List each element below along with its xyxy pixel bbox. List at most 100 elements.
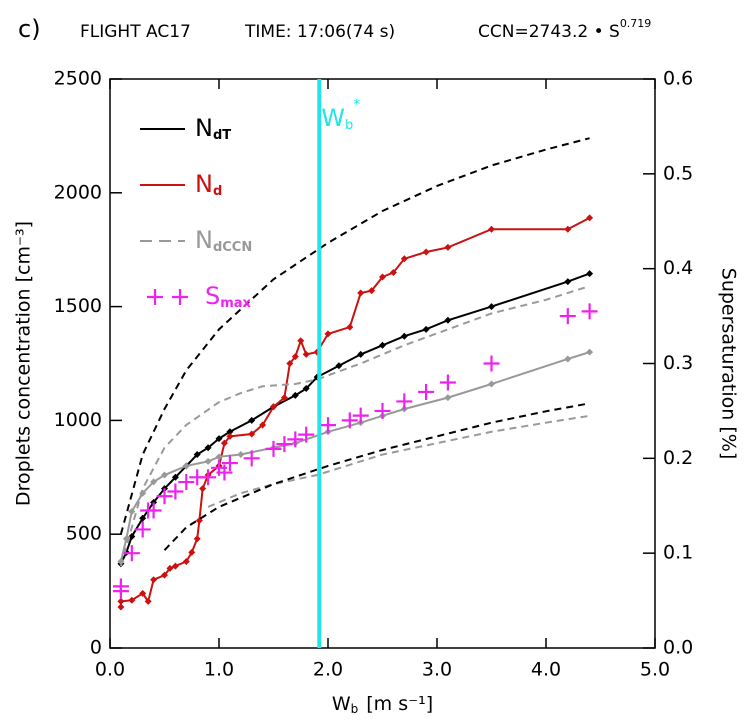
y2-tick-label: 0.3: [663, 352, 693, 374]
diamond-marker: [204, 444, 212, 452]
legend-label: NdT: [195, 114, 231, 143]
diamond-marker: [302, 350, 310, 358]
title-part: CCN=2743.2 • S: [478, 22, 620, 42]
plus-marker: [276, 436, 293, 453]
plus-marker: [439, 374, 456, 391]
diamond-marker: [139, 514, 147, 522]
y2-tick-label: 0.6: [663, 68, 693, 90]
diamond-marker: [139, 589, 147, 597]
series-line: [119, 137, 590, 535]
diamond-marker: [117, 558, 125, 566]
plus-marker: [265, 440, 282, 457]
plus-marker: [134, 521, 151, 538]
diamond-marker: [128, 507, 136, 515]
plus-marker: [298, 426, 315, 443]
diamond-marker: [193, 451, 201, 459]
diamond-marker: [220, 439, 228, 447]
diamond-marker: [182, 558, 190, 566]
legend-sub: dCCN: [213, 240, 252, 255]
title-part: TIME: 17:06(74 s): [244, 22, 395, 42]
diamond-marker: [150, 576, 158, 584]
diamond-marker: [150, 478, 158, 486]
diamond-marker: [171, 562, 179, 570]
x-tick-label: 0.0: [95, 659, 125, 681]
diamond-marker: [346, 323, 354, 331]
series-line: [119, 216, 591, 608]
diamond-marker: [444, 243, 452, 251]
x-label-main: W: [332, 693, 351, 715]
y2-axis-label: Supersaturation [%]: [718, 268, 740, 459]
diamond-marker: [128, 532, 136, 540]
y-tick-label: 2000: [54, 181, 102, 203]
diamond-marker: [400, 255, 408, 263]
legend-label: Smax: [205, 282, 252, 311]
panel-label: c): [18, 15, 41, 43]
diamond-marker: [586, 348, 594, 356]
x-axis-label: Wb [m s⁻¹]: [332, 693, 433, 716]
diamond-marker: [444, 394, 452, 402]
diamond-marker: [139, 489, 147, 497]
y-axis-label: Droplets concentration [cm⁻³]: [13, 221, 35, 506]
x-tick-label: 1.0: [204, 659, 234, 681]
y2-tick-label: 0.5: [663, 162, 693, 184]
y-tick-label: 0: [90, 637, 102, 659]
plus-marker: [216, 464, 233, 481]
diamond-marker: [297, 337, 305, 345]
diamond-marker: [128, 596, 136, 604]
diamond-marker: [259, 421, 267, 429]
plus-marker: [418, 383, 435, 400]
plus-marker: [178, 474, 195, 491]
plus-marker: [483, 355, 500, 372]
diamond-marker: [182, 462, 190, 470]
x-tick-label: 2.0: [313, 659, 343, 681]
diamond-marker: [199, 485, 207, 493]
diamond-marker: [422, 248, 430, 256]
plus-marker: [112, 583, 129, 600]
legend-sub: max: [220, 296, 251, 311]
diamond-marker: [122, 535, 130, 543]
x-tick-label: 4.0: [531, 659, 561, 681]
vline-sub: b: [345, 118, 353, 133]
plus-marker: [374, 402, 391, 419]
diamond-marker: [324, 330, 332, 338]
legend-swatch: [147, 289, 163, 305]
y-tick-label: 500: [66, 523, 102, 545]
diamond-marker: [117, 603, 125, 611]
plus-marker: [243, 450, 260, 467]
x-label-units: [m s⁻¹]: [366, 693, 433, 715]
diamond-marker: [379, 341, 386, 349]
plus-marker: [156, 488, 173, 505]
diamond-marker: [357, 289, 365, 297]
diamond-marker: [488, 380, 495, 388]
diamond-marker: [188, 548, 196, 556]
diamond-marker: [215, 453, 223, 461]
legend-sub: d: [213, 184, 222, 199]
series-line: [119, 285, 590, 567]
y2-tick-label: 0.4: [663, 257, 693, 279]
plus-marker: [320, 417, 336, 434]
diamond-marker: [204, 457, 212, 465]
legend-label: Nd: [195, 170, 222, 199]
y2-tick-label: 0.2: [663, 447, 693, 469]
legend-name: N: [195, 114, 213, 142]
legend-swatch: [172, 289, 188, 305]
legend-name: N: [195, 170, 213, 198]
diamond-marker: [248, 416, 256, 424]
plus-marker: [581, 303, 598, 320]
legend-name: N: [195, 226, 213, 254]
y2-tick-label: 0.1: [663, 542, 693, 564]
series-line: [119, 351, 590, 562]
legend-label: NdCCN: [195, 226, 252, 255]
y-tick-label: 1500: [54, 295, 102, 317]
legend-sub: dT: [213, 128, 231, 143]
vline-label: Wb*: [321, 97, 360, 133]
diamond-marker: [215, 435, 223, 443]
title-sup: 0.719: [620, 17, 652, 30]
diamond-marker: [193, 535, 201, 543]
diamond-marker: [226, 432, 234, 440]
plus-marker: [396, 393, 413, 410]
diamond-marker: [286, 360, 294, 367]
diamond-marker: [161, 471, 168, 479]
diamond-marker: [150, 498, 158, 506]
plus-marker: [167, 483, 184, 500]
